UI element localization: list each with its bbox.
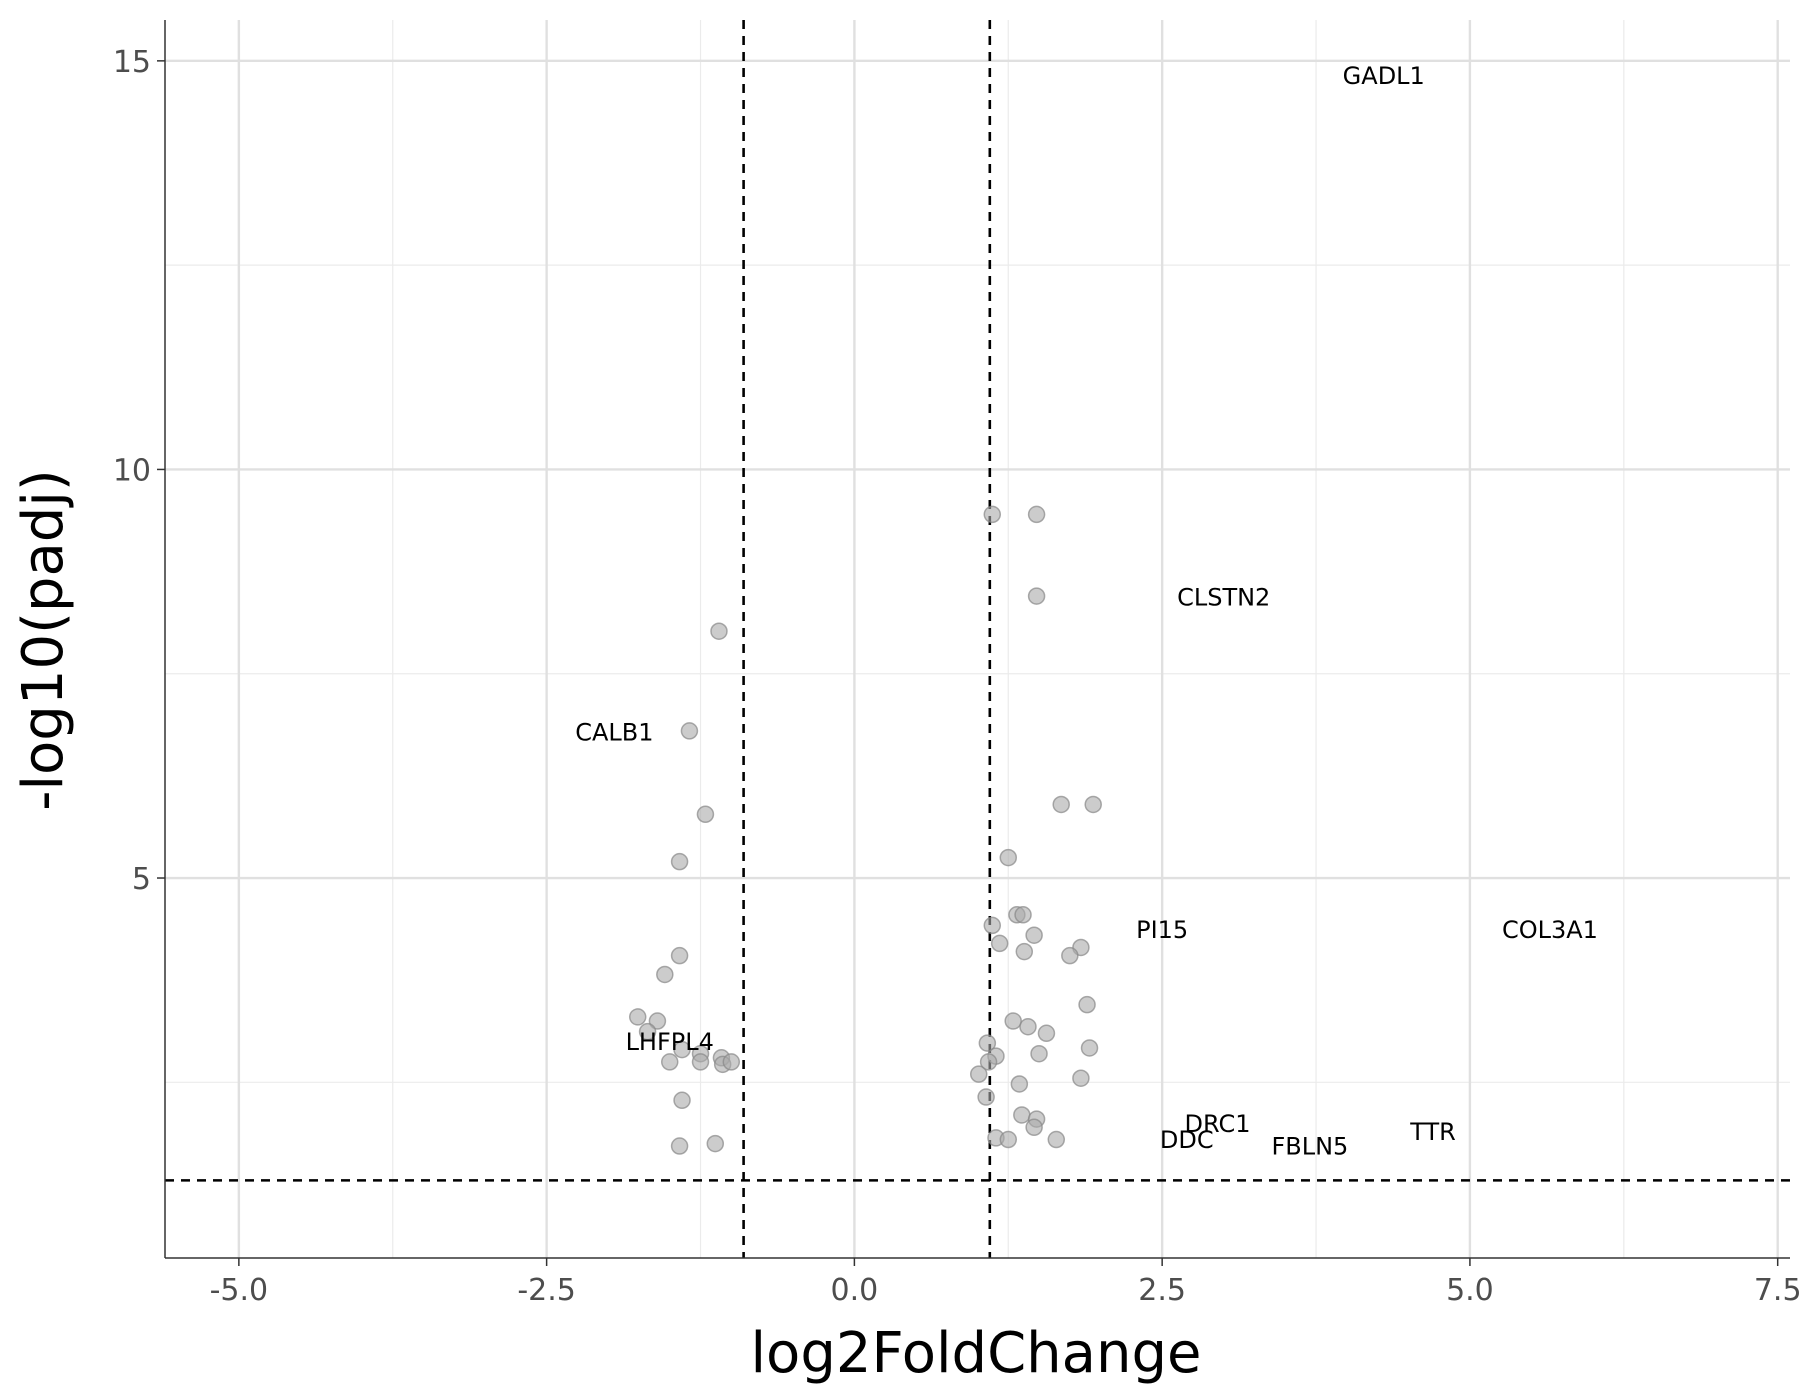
data-point xyxy=(979,1053,998,1071)
data-point xyxy=(722,1053,741,1071)
data-point xyxy=(1047,1130,1066,1149)
data-point xyxy=(983,505,1002,524)
data-point xyxy=(1027,587,1046,605)
gene-label: CALB1 xyxy=(575,718,653,746)
data-point xyxy=(673,1040,691,1059)
y-axis-title: -log10(padj) xyxy=(11,469,76,811)
data-points xyxy=(628,505,1102,1155)
x-tick-label: 5.0 xyxy=(1446,1273,1494,1308)
data-point xyxy=(1004,1012,1022,1030)
data-point xyxy=(710,622,728,640)
data-point xyxy=(1014,906,1032,924)
gene-label: CLSTN2 xyxy=(1177,584,1270,612)
data-point xyxy=(1015,942,1034,961)
y-tick-label: 15 xyxy=(113,45,151,80)
x-axis-ticks: -5.0 -2.5 0.0 2.5 5.0 7.5 xyxy=(210,1258,1800,1308)
data-point xyxy=(990,934,1009,953)
data-point xyxy=(670,852,689,871)
x-tick-label: 7.5 xyxy=(1754,1273,1800,1308)
data-point xyxy=(1052,795,1070,814)
data-point xyxy=(670,1137,689,1155)
data-point xyxy=(1080,1039,1099,1057)
gene-label: GADL1 xyxy=(1343,62,1425,90)
data-point xyxy=(638,1022,657,1041)
y-axis-ticks: 5 10 15 xyxy=(113,45,165,897)
gene-label: LHFPL4 xyxy=(626,1028,714,1056)
data-point xyxy=(983,916,1002,935)
data-point xyxy=(978,1034,997,1052)
data-point xyxy=(1084,795,1102,814)
gene-label: DDC xyxy=(1160,1126,1214,1154)
gene-labels: GADL1 CLSTN2 CALB1 PI15 COL3A1 LHFPL4 DRC1 TTR D… xyxy=(575,62,1598,1160)
data-point xyxy=(1025,1118,1043,1137)
data-point xyxy=(670,946,689,965)
y-tick-label: 5 xyxy=(132,862,151,897)
x-tick-label: 0.0 xyxy=(831,1273,879,1308)
data-point xyxy=(691,1053,710,1071)
data-point xyxy=(628,1008,647,1026)
data-point xyxy=(999,848,1018,867)
data-point xyxy=(1072,1069,1090,1087)
data-point xyxy=(969,1065,988,1083)
data-point xyxy=(1019,1017,1037,1036)
data-point xyxy=(673,1091,691,1110)
data-point xyxy=(1025,926,1043,944)
gene-label: TTR xyxy=(1409,1118,1456,1146)
x-tick-label: 2.5 xyxy=(1138,1273,1186,1308)
data-point xyxy=(999,1130,1018,1149)
data-point xyxy=(1030,1044,1048,1063)
data-point xyxy=(1061,946,1079,965)
data-point xyxy=(660,1053,679,1071)
data-point xyxy=(1010,1075,1029,1093)
gene-label: COL3A1 xyxy=(1502,916,1598,944)
data-point xyxy=(1013,1106,1031,1124)
x-tick-label: -2.5 xyxy=(517,1273,576,1308)
data-point xyxy=(656,965,674,984)
gene-label: PI15 xyxy=(1136,916,1188,944)
x-tick-label: -5.0 xyxy=(210,1273,269,1308)
data-point xyxy=(696,805,715,824)
major-grid xyxy=(165,20,1790,1258)
axes xyxy=(164,20,1790,1259)
gene-label: DRC1 xyxy=(1185,1110,1251,1138)
data-point xyxy=(680,722,699,740)
data-point xyxy=(1037,1024,1056,1043)
data-point xyxy=(977,1088,995,1106)
data-point xyxy=(1027,505,1046,524)
data-point xyxy=(648,1012,667,1030)
data-point xyxy=(706,1134,725,1153)
gene-label: FBLN5 xyxy=(1271,1133,1348,1161)
y-tick-label: 10 xyxy=(113,453,151,488)
data-point xyxy=(1078,995,1096,1014)
x-axis-title: log2FoldChange xyxy=(751,1321,1202,1386)
